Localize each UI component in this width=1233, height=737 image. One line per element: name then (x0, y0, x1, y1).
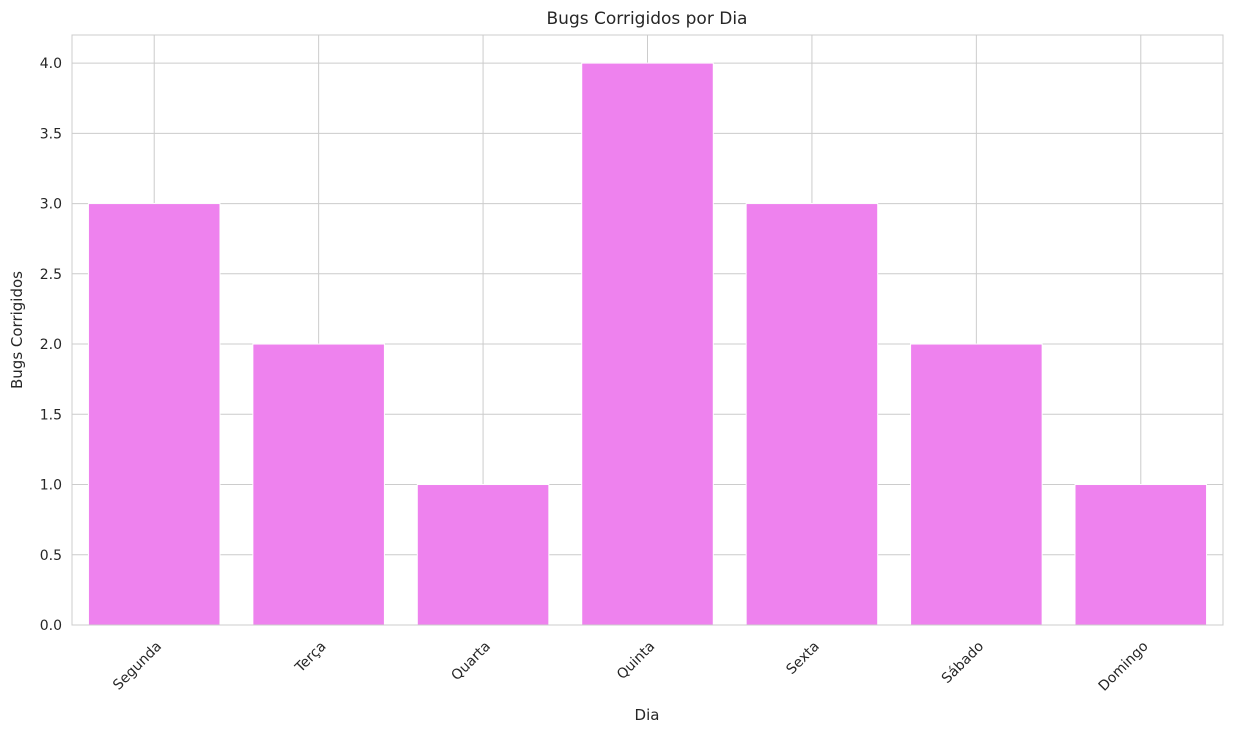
y-tick-label: 1.5 (40, 407, 62, 423)
x-tick-label: Quinta (614, 639, 658, 683)
y-tick-label: 3.5 (40, 126, 62, 142)
x-axis-label: Dia (635, 706, 660, 724)
y-tick-label: 1.0 (40, 478, 62, 494)
x-tick-label: Sexta (783, 639, 822, 678)
bar-domingo (1074, 484, 1208, 626)
bar-sábado (910, 343, 1043, 626)
y-axis-label: Bugs Corrigidos (8, 271, 26, 389)
chart-title: Bugs Corrigidos por Dia (547, 9, 748, 29)
bars-layer (87, 62, 1208, 626)
y-tick-label: 0.0 (40, 618, 62, 634)
bar-sexta (745, 203, 879, 626)
y-tick-label: 2.0 (40, 337, 62, 353)
bar-segunda (87, 203, 221, 626)
x-tick-label: Terça (292, 639, 330, 677)
y-tick-label: 2.5 (40, 267, 62, 283)
bar-terça (252, 343, 385, 626)
x-tick-label: Segunda (110, 639, 165, 694)
x-tick-label: Quarta (448, 639, 493, 684)
y-tick-label: 3.0 (40, 197, 62, 213)
x-tick-label: Sábado (939, 639, 987, 687)
x-tick-labels: Segunda Terça Quarta Quinta Sexta Sábado Domin… (110, 639, 1151, 695)
y-tick-label: 4.0 (40, 56, 62, 72)
bar-quarta (416, 484, 550, 626)
y-tick-labels: 0.0 0.5 1.0 1.5 2.0 2.5 3.0 3.5 4.0 (40, 56, 62, 634)
x-tick-label: Domingo (1096, 639, 1152, 695)
y-tick-label: 0.5 (40, 548, 62, 564)
bar-quinta (581, 62, 714, 626)
axes-frame (71, 34, 1224, 626)
